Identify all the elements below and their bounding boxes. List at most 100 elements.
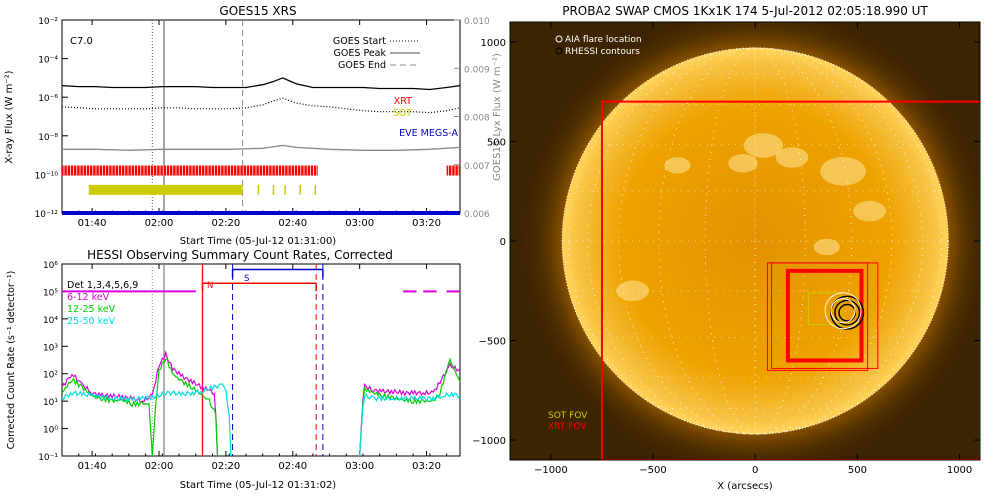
goes-xtick-label-4: 03:00 — [345, 218, 374, 229]
hessi-ytick-label-0: 10⁻¹ — [38, 453, 58, 463]
swap-xlabel: X (arcsecs) — [717, 481, 773, 492]
legend-goes-peak: GOES Peak — [334, 48, 387, 59]
legend-aia-marker — [555, 35, 563, 43]
solar-bright-region-4 — [728, 154, 758, 173]
hessi-xtick-label-4: 03:00 — [345, 461, 374, 472]
hessi-legend: Det 1,3,4,5,6,9 6-12 keV 12-25 keV 25-50… — [67, 280, 138, 327]
goes-ytick-label-1: 10⁻¹⁰ — [35, 171, 59, 181]
swap-ytick-label-3: 500 — [487, 137, 506, 148]
swap-ytick-label-4: 1000 — [481, 38, 506, 49]
hessi-series-12-25kev — [61, 358, 219, 457]
xrt-fov-rect-1 — [785, 268, 864, 363]
goes-ylabel: X-ray Flux (W m⁻²) — [4, 70, 15, 163]
hessi-xtick-label-0: 01:40 — [78, 461, 107, 472]
solar-longitude-line — [568, 47, 943, 435]
hessi-chart: HESSI Observing Summary Count Rates, Cor… — [6, 248, 461, 491]
hessi-ytick-label-5: 10⁴ — [43, 316, 58, 326]
swap-title: PROBA2 SWAP CMOS 1Kx1K 174 5-Jul-2012 02… — [562, 4, 928, 18]
label-s: S — [244, 274, 249, 284]
solar-longitude-line — [587, 47, 923, 435]
goes-xtick-label-1: 02:00 — [145, 218, 174, 229]
solar-bright-region-6 — [853, 200, 886, 222]
hessi-ylabel: Corrected Count Rate (s⁻¹ detector⁻¹) — [6, 271, 17, 450]
goes-class-label: C7.0 — [70, 36, 93, 47]
xrt-fov-rect-3 — [771, 262, 879, 369]
label-xrt-fov: XRT FOV — [548, 422, 587, 432]
sot-fov-rect-0 — [807, 292, 842, 326]
hessi-ytick-label-6: 10⁵ — [43, 288, 58, 298]
label-eve-megs-a: EVE MEGS-A — [399, 128, 458, 139]
solar-bright-region-5 — [813, 238, 840, 256]
swap-ytick-label-0: −1000 — [472, 436, 506, 447]
goes-y2tick-label-4: 0.010 — [464, 17, 490, 27]
coverage-bar-sot-0 — [88, 184, 243, 195]
label-n: N — [207, 281, 213, 291]
xrt-fov-rect-0 — [600, 100, 980, 460]
coverage-bar-eve-megs-a-0 — [62, 211, 460, 215]
legend-6-12kev: 6-12 keV — [67, 292, 110, 303]
swap-ytick-label-1: −500 — [479, 337, 506, 348]
coverage-tick-sot-3 — [299, 184, 301, 195]
legend-rhessi-marker — [555, 47, 563, 55]
hessi-series-25-50kev-late — [359, 391, 461, 457]
goes-chart: GOES15 XRS 01:40 02:00 02:20 02:40 03:00 03:2… — [4, 4, 503, 247]
goes-ytick-label-0: 10⁻¹² — [35, 210, 59, 220]
solar-disk — [562, 47, 949, 435]
hessi-series-6-12kev-late — [359, 361, 461, 457]
label-sot-fov: SOT FOV — [548, 411, 588, 421]
hessi-title: HESSI Observing Summary Count Rates, Cor… — [87, 248, 393, 262]
swap-xtick-label-2: 0 — [752, 465, 758, 476]
goes-y2tick-label-3: 0.009 — [464, 65, 490, 75]
coverage-tick-sot-2 — [284, 184, 286, 195]
goes-y2tick-label-1: 0.007 — [464, 162, 490, 172]
legend-25-50kev: 25-50 keV — [67, 316, 116, 327]
goes-xtick-label-3: 02:40 — [278, 218, 307, 229]
hessi-xtick-label-1: 02:00 — [145, 461, 174, 472]
swap-ytick-label-2: 0 — [500, 237, 506, 248]
goes-title: GOES15 XRS — [219, 4, 296, 18]
goes-ytick-label-3: 10⁻⁶ — [38, 94, 58, 104]
swap-xtick-label-4: 1000 — [947, 465, 972, 476]
label-xrt: XRT — [394, 96, 412, 107]
goes-series-line-2 — [62, 144, 461, 151]
hessi-ytick-label-2: 10¹ — [43, 398, 58, 408]
hessi-ytick-label-1: 10⁰ — [43, 426, 58, 436]
coverage-bar-xrt-0 — [62, 165, 318, 176]
hessi-series-25-50kev — [61, 383, 232, 457]
goes-series-line-0 — [61, 77, 461, 91]
hessi-xtick-label-2: 02:20 — [211, 461, 240, 472]
legend-det: Det 1,3,4,5,6,9 — [67, 280, 138, 291]
goes-xtick-label-5: 03:20 — [412, 218, 441, 229]
solar-bright-region-2 — [820, 157, 866, 186]
aia-flare-location-marker — [830, 298, 856, 324]
solar-longitude-line — [618, 47, 893, 435]
hessi-xtick-label-3: 02:40 — [278, 461, 307, 472]
rhessi-contour-1 — [834, 299, 861, 326]
legend-goes-end: GOES End — [338, 60, 386, 71]
solar-limb — [561, 47, 949, 435]
coverage-tick-sot-0 — [257, 184, 260, 195]
goes-ytick-label-4: 10⁻⁴ — [38, 56, 58, 66]
swap-xtick-label-3: 500 — [848, 465, 867, 476]
coverage-bar-xrt-1 — [446, 165, 460, 176]
legend-12-25kev: 12-25 keV — [67, 304, 116, 315]
solar-bright-region-3 — [664, 157, 691, 174]
swap-legend: AIA flare location RHESSI contours — [555, 35, 642, 57]
label-sot: SOT — [393, 108, 413, 119]
legend-rhessi-contours: RHESSI contours — [565, 47, 640, 57]
goes-legend: GOES Start GOES Peak GOES End — [333, 36, 420, 71]
swap-image-panel: PROBA2 SWAP CMOS 1Kx1K 174 5-Jul-2012 02… — [472, 4, 981, 492]
solar-bright-region-1 — [775, 147, 809, 168]
hessi-ytick-label-7: 10⁶ — [43, 261, 58, 271]
legend-aia-flare-location: AIA flare location — [565, 35, 642, 45]
hessi-xlabel: Start Time (05-Jul-12 01:31:02) — [180, 480, 337, 491]
hessi-series-6-12kev — [61, 350, 219, 457]
goes-y2label: GOES15 Lyx Flux (W m⁻²) — [492, 53, 503, 181]
swap-xtick-label-0: −1000 — [534, 465, 568, 476]
legend-goes-start: GOES Start — [333, 36, 386, 47]
hessi-series-12-25kev-late — [359, 357, 461, 457]
goes-y2tick-label-2: 0.008 — [464, 114, 490, 124]
goes-xtick-label-0: 01:40 — [78, 218, 107, 229]
solar-longitude-line — [754, 47, 757, 435]
